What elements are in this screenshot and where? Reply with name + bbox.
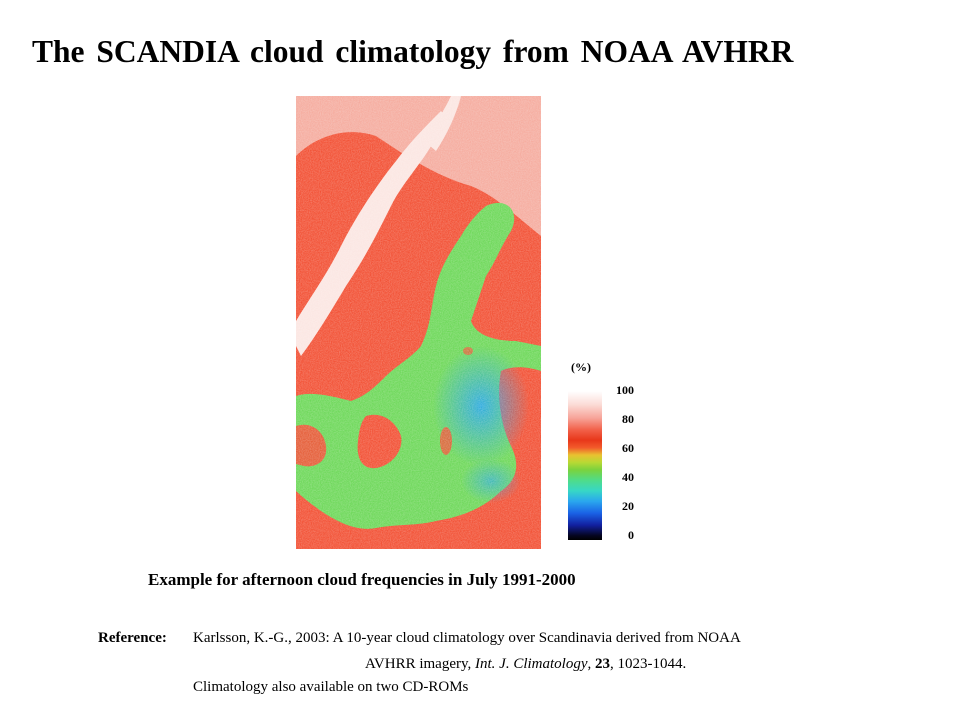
- legend-unit-label: (%): [571, 360, 591, 374]
- reference-journal: Int. J. Climatology: [475, 656, 588, 672]
- reference-line2-prefix: AVHRR imagery,: [365, 656, 475, 672]
- legend-tick-60: 60: [622, 441, 634, 455]
- legend-tick-100: 100: [616, 383, 634, 397]
- reference-separator: ,: [587, 656, 595, 672]
- reference-citation: AVHRR imagery, Int. J. Climatology, 23, …: [365, 656, 686, 673]
- slide-title: The SCANDIA cloud climatology from NOAA …: [32, 34, 794, 69]
- legend-tick-80: 80: [622, 412, 634, 426]
- legend-tick-0: 0: [628, 528, 634, 542]
- legend-tick-20: 20: [622, 499, 634, 513]
- cloud-frequency-map: [296, 96, 541, 549]
- reference-note: Climatology also available on two CD-ROM…: [193, 679, 469, 695]
- color-scale-bar: [568, 391, 602, 540]
- reference-volume: 23: [595, 656, 610, 672]
- legend-tick-40: 40: [622, 470, 634, 484]
- reference-label: Reference:: [98, 630, 167, 646]
- reference-pages: , 1023-1044.: [610, 656, 687, 672]
- reference-authors: Karlsson, K.-G., 2003: A 10-year cloud c…: [193, 630, 741, 646]
- figure-caption: Example for afternoon cloud frequencies …: [148, 570, 576, 589]
